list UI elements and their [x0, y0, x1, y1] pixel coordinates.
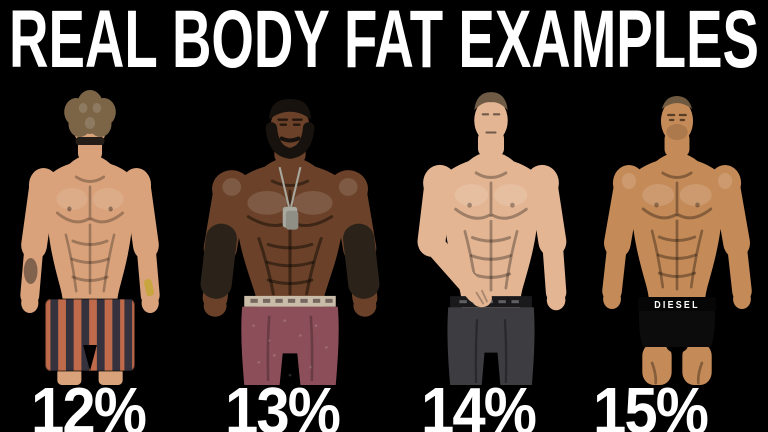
skin: [602, 99, 752, 385]
pants: [241, 306, 339, 385]
torso: [631, 158, 723, 321]
curly-hair: [64, 90, 116, 137]
beard-arc: [265, 122, 315, 159]
left-elbow-sleeve: [200, 223, 237, 299]
left-hand: [21, 293, 39, 313]
left-hand: [603, 289, 621, 309]
pec-highlights: [621, 173, 733, 206]
torso: [46, 161, 134, 323]
head: [474, 98, 508, 143]
joggers: [241, 295, 339, 385]
crossing-arm: [421, 230, 492, 308]
waistband-lettering: [250, 298, 333, 303]
briefs-crotch-shadow: [668, 347, 686, 355]
right-hand: [733, 289, 751, 309]
right-hand: [353, 294, 377, 317]
page-title: REAL BODY FAT EXAMPLES: [9, 0, 759, 80]
bodyfat-label-14: 14%: [420, 374, 537, 432]
bodyfat-label-13: 13%: [224, 374, 341, 432]
muscle-shading: [56, 175, 124, 295]
striped-shorts: [44, 298, 136, 372]
right-thigh: [682, 343, 712, 385]
figure-15-percent: DIESEL: [602, 96, 752, 385]
shorts-outline: [44, 298, 136, 372]
pec-highlights: [222, 178, 358, 215]
beard: [265, 122, 315, 159]
nipples: [467, 202, 515, 208]
elbow-sleeves: [200, 223, 380, 299]
brand-text: DIESEL: [654, 300, 699, 312]
pec-highlights: [56, 188, 124, 210]
figure-14-percent: [417, 92, 567, 385]
right-forearm: [726, 232, 752, 302]
nipples: [67, 206, 113, 212]
dog-tag-back: [285, 210, 299, 230]
title-banner: REAL BODY FAT EXAMPLES: [9, 0, 759, 80]
figure-12-percent: [20, 90, 160, 385]
muscle-shading: [641, 171, 713, 385]
right-leg: [98, 367, 123, 385]
pants: [447, 307, 535, 385]
head: [660, 99, 694, 143]
pec-highlights: [454, 184, 528, 207]
pant-creases: [266, 315, 314, 382]
left-forearm: [602, 232, 628, 302]
dog-tag-necklace: [278, 166, 302, 230]
left-thigh: [642, 343, 672, 385]
hair: [474, 92, 508, 111]
bodyfat-label-12: 12%: [30, 374, 147, 432]
right-forearm: [542, 230, 567, 304]
nipples: [654, 202, 700, 208]
left-leg: [57, 367, 82, 385]
shorts-stripes: [50, 299, 133, 371]
watch: [143, 278, 155, 297]
tattoo: [23, 258, 38, 284]
left-hand-on-waistband: [471, 289, 492, 308]
sunglasses: [75, 137, 105, 145]
hair-highlights: [78, 103, 102, 129]
crotch-shadow: [83, 345, 97, 371]
briefs: DIESEL: [637, 297, 717, 355]
figure-13-percent: [200, 98, 380, 385]
mustache: [279, 136, 301, 143]
face-features: [277, 118, 303, 126]
hair: [269, 98, 311, 120]
muscle-shading: [454, 171, 528, 292]
torso: [235, 163, 345, 326]
right-elbow-sleeve: [343, 223, 380, 299]
joggers: [447, 296, 535, 385]
left-hand: [203, 294, 227, 317]
right-hand: [546, 290, 566, 311]
face-features: [667, 113, 687, 122]
right-hand: [141, 293, 159, 313]
bodyfat-label-15: 15%: [592, 374, 709, 432]
waistband: [637, 297, 717, 311]
heather-specks: [252, 319, 328, 377]
hair: [661, 96, 693, 109]
stubble: [666, 124, 688, 140]
finger-shadows: [475, 289, 489, 305]
face-features: [481, 113, 501, 134]
pant-creases: [474, 319, 508, 384]
skin: [20, 105, 160, 385]
left-forearm: [421, 230, 487, 304]
